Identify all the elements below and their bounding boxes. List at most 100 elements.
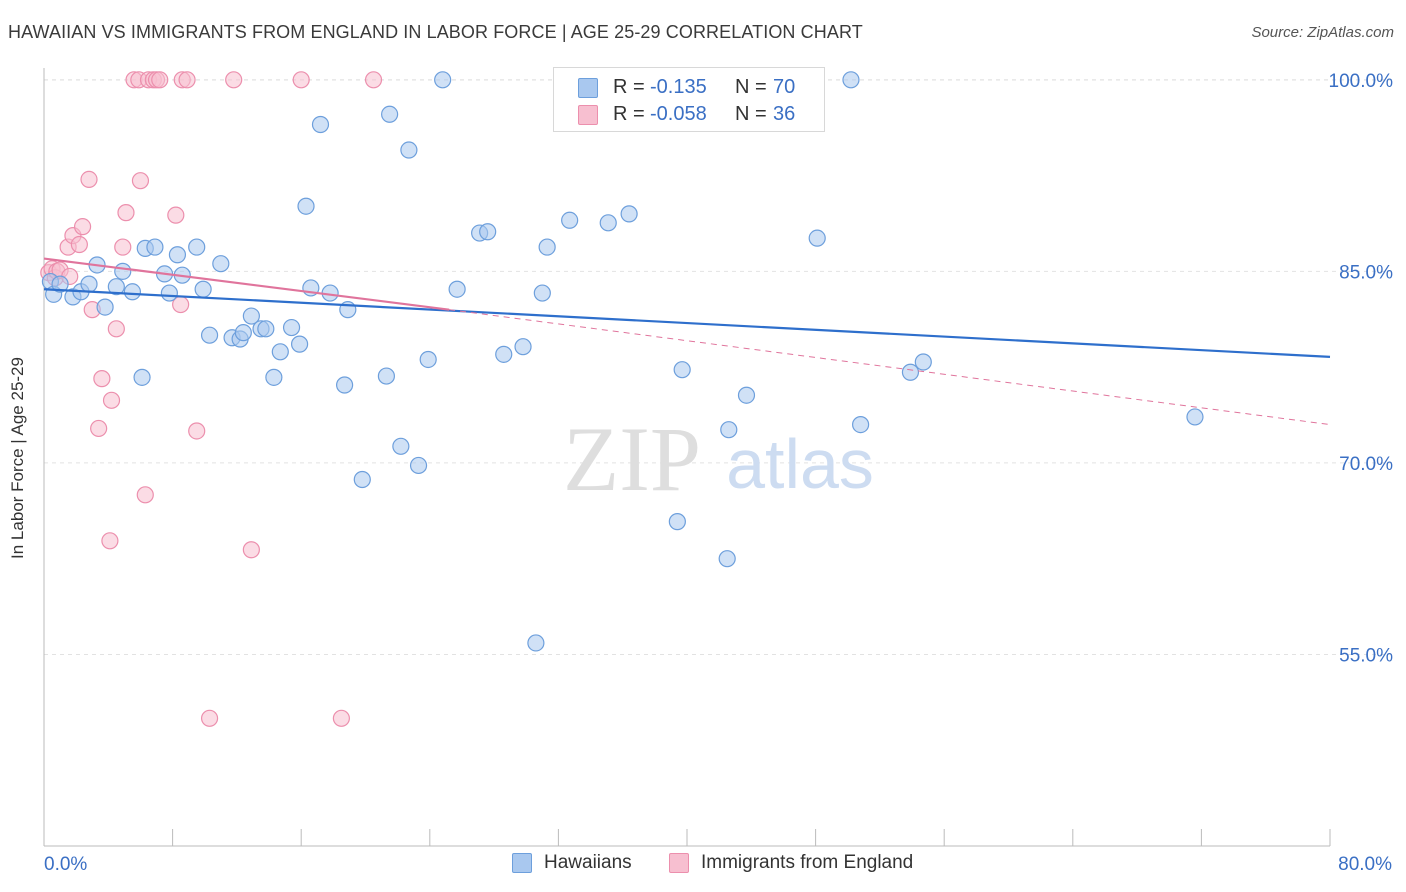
data-point-hawaiians — [290, 335, 309, 353]
legend-swatch-hawaiians — [512, 853, 532, 873]
y-tick-label: 55.0% — [1339, 645, 1393, 666]
data-point-immigrants-from-england — [242, 541, 260, 559]
data-point-immigrants-from-england — [332, 709, 350, 727]
data-point-hawaiians — [620, 205, 638, 223]
data-point-immigrants-from-england — [107, 320, 125, 338]
data-point-immigrants-from-england — [90, 419, 108, 438]
data-point-hawaiians — [51, 275, 69, 293]
data-point-hawaiians — [668, 513, 686, 531]
data-point-hawaiians — [257, 320, 275, 338]
legend-label-hawaiians: Hawaiians — [544, 852, 632, 873]
data-point-immigrants-from-england — [114, 238, 132, 256]
data-point-hawaiians — [842, 71, 860, 89]
legend-r-label: R = — [613, 103, 645, 125]
data-point-immigrants-from-england — [292, 71, 310, 89]
data-point-hawaiians — [419, 350, 437, 369]
data-point-hawaiians — [901, 363, 920, 381]
legend-n-value: 70 — [773, 76, 796, 98]
legend-label-immigrants-from-england: Immigrants from England — [701, 852, 914, 873]
y-tick-label: 100.0% — [1329, 71, 1394, 92]
trend-line-immigrants-from-england-extended — [449, 309, 1331, 426]
data-point-hawaiians — [188, 238, 206, 256]
watermark-zip: ZIP — [563, 408, 701, 510]
y-tick-label: 70.0% — [1339, 454, 1393, 475]
data-point-hawaiians — [282, 318, 301, 337]
data-point-hawaiians — [212, 255, 230, 273]
data-point-hawaiians — [160, 284, 178, 302]
data-point-hawaiians — [914, 353, 932, 371]
data-point-hawaiians — [718, 550, 736, 568]
data-point-hawaiians — [107, 278, 125, 296]
data-point-hawaiians — [271, 343, 289, 361]
data-point-hawaiians — [114, 262, 132, 280]
x-tick-label: 0.0% — [44, 854, 87, 875]
data-point-hawaiians — [1186, 408, 1204, 426]
legend-r-value: -0.058 — [650, 103, 707, 125]
data-point-immigrants-from-england — [200, 709, 219, 727]
data-point-hawaiians — [133, 368, 151, 386]
x-tick-label: 80.0% — [1338, 854, 1392, 875]
data-point-immigrants-from-england — [178, 71, 196, 89]
data-point-hawaiians — [353, 470, 371, 489]
data-point-hawaiians — [448, 280, 466, 298]
data-point-immigrants-from-england — [167, 206, 185, 224]
data-point-immigrants-from-england — [70, 235, 88, 254]
data-point-hawaiians — [234, 324, 252, 342]
data-point-immigrants-from-england — [131, 172, 150, 190]
legend-n-label: N = — [735, 103, 767, 125]
data-point-hawaiians — [194, 280, 212, 298]
data-point-immigrants-from-england — [102, 391, 121, 409]
x-tick-labels: 0.0% 80.0% — [44, 854, 1392, 875]
series-hawaiians — [41, 71, 1204, 652]
data-point-hawaiians — [737, 386, 756, 404]
legend-n-value: 36 — [773, 103, 796, 125]
data-point-hawaiians — [514, 338, 532, 356]
legend-r-label: R = — [613, 76, 645, 98]
data-point-hawaiians — [852, 415, 870, 434]
data-point-hawaiians — [80, 275, 98, 293]
data-point-hawaiians — [96, 298, 114, 316]
data-point-immigrants-from-england — [80, 170, 98, 189]
data-point-immigrants-from-england — [136, 486, 154, 504]
data-point-hawaiians — [561, 211, 579, 229]
watermark: ZIP atlas — [563, 408, 874, 510]
data-point-immigrants-from-england — [364, 71, 383, 89]
data-point-hawaiians — [377, 367, 395, 385]
trend-line-hawaiians — [43, 288, 1331, 359]
data-point-hawaiians — [123, 283, 142, 301]
data-point-hawaiians — [392, 437, 410, 455]
series-immigrants-from-england — [40, 71, 383, 727]
data-point-hawaiians — [495, 345, 513, 363]
data-point-hawaiians — [400, 141, 418, 159]
grid-lines — [44, 79, 1394, 655]
axes — [43, 68, 1331, 847]
watermark-atlas: atlas — [726, 425, 874, 503]
data-point-hawaiians — [168, 246, 187, 264]
data-point-immigrants-from-england — [151, 71, 169, 89]
data-point-hawaiians — [527, 634, 545, 652]
data-point-immigrants-from-england — [93, 370, 111, 388]
legend-swatch-immigrants-from-england — [578, 105, 598, 125]
data-point-hawaiians — [533, 284, 551, 302]
data-point-hawaiians — [808, 229, 826, 247]
data-point-hawaiians — [336, 376, 354, 394]
data-point-hawaiians — [381, 105, 399, 123]
data-point-hawaiians — [242, 307, 260, 325]
legend-swatch-immigrants-from-england — [669, 853, 689, 873]
trend-line-immigrants-from-england — [43, 257, 450, 311]
data-point-hawaiians — [720, 421, 738, 439]
data-point-hawaiians — [673, 361, 691, 379]
trend-lines — [43, 257, 1331, 426]
data-point-hawaiians — [538, 238, 556, 256]
data-point-hawaiians — [409, 456, 428, 475]
data-point-hawaiians — [434, 71, 452, 89]
legend-n-label: N = — [735, 76, 767, 98]
data-point-hawaiians — [297, 197, 315, 215]
legend-swatch-hawaiians — [578, 78, 598, 98]
chart-title: HAWAIIAN VS IMMIGRANTS FROM ENGLAND IN L… — [8, 22, 863, 42]
data-point-immigrants-from-england — [101, 532, 119, 550]
data-point-immigrants-from-england — [188, 422, 206, 440]
data-point-immigrants-from-england — [117, 204, 135, 222]
data-point-immigrants-from-england — [225, 71, 243, 89]
